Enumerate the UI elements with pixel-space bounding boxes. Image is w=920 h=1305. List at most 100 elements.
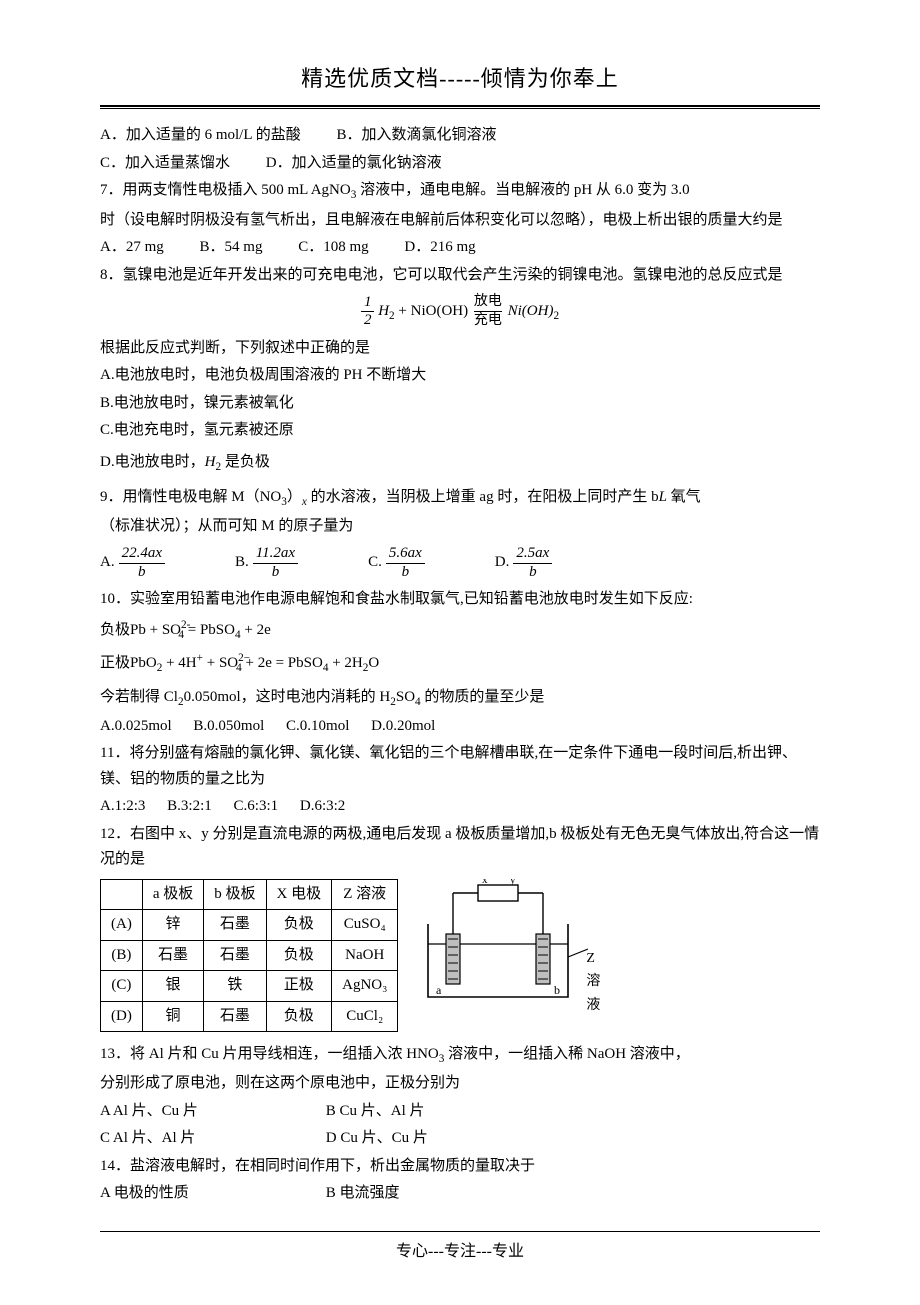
- q12-c: 铜: [142, 1001, 203, 1032]
- q7-opts: A．27 mg B．54 mg C．108 mg D．216 mg: [100, 235, 820, 261]
- q10-optB: B.0.050mol: [193, 714, 264, 740]
- page-footer-text: 专心---专注---专业: [100, 1238, 820, 1265]
- q12-stem: 12．右图中 x、y 分别是直流电源的两极,通电后发现 a 极板质量增加,b 极…: [100, 822, 820, 873]
- q10-pos-f: O: [368, 655, 379, 671]
- q12-h3: X 电极: [266, 879, 332, 910]
- q12-c: 银: [142, 971, 203, 1002]
- q7-stem1: 7．用两支惰性电极插入 500 mL AgNO3 溶液中，通电电解。当电解液的 …: [100, 178, 820, 205]
- q8-eq-num: 1: [361, 294, 375, 312]
- q10-s2b: 0.050mol，这时电池内消耗的 H: [184, 689, 391, 705]
- q12-c: AgNO₃: [332, 971, 398, 1002]
- q12-c: (C): [101, 971, 143, 1002]
- table-row: (B) 石墨 石墨 负极 NaOH: [101, 940, 398, 971]
- q10-s2d: 的物质的量至少是: [421, 689, 545, 705]
- q9-D-ax: ax: [535, 545, 549, 561]
- q10-pos-d: + 2e = PbSO: [242, 655, 323, 671]
- q9-C-lbl: C.: [368, 554, 382, 570]
- q7-stem1b: 溶液中，通电电解。当电解液的 pH 从 6.0 变为 3.0: [356, 182, 689, 198]
- header-rule: [100, 105, 820, 109]
- q11-optA: A.1:2:3: [100, 794, 145, 820]
- q10-optD: D.0.20mol: [371, 714, 435, 740]
- q13-stem2: 分别形成了原电池，则在这两个原电池中，正极分别为: [100, 1071, 820, 1097]
- q12-diagram: x y a b Z溶液: [418, 879, 588, 1019]
- q8-optD-pre: D.电池放电时，: [100, 454, 205, 470]
- q9-s1L: L: [659, 489, 667, 505]
- q10-stem2: 今若制得 Cl20.050mol，这时电池内消耗的 H2SO4 的物质的量至少是: [100, 685, 820, 712]
- q10-opts: A.0.025mol B.0.050mol C.0.10mol D.0.20mo…: [100, 714, 820, 740]
- table-row: (C) 银 铁 正极 AgNO₃: [101, 971, 398, 1002]
- q9-C-ax: ax: [408, 545, 422, 561]
- q10-neg-c: + 2e: [241, 622, 271, 638]
- q9-optA: A.22.4axb: [100, 545, 165, 581]
- footer-rule: [100, 1231, 820, 1232]
- q7-optA: A．27 mg: [100, 235, 164, 261]
- q9-C-b: b: [386, 564, 425, 581]
- q12-diagram-label: Z溶液: [586, 947, 600, 1018]
- q13-r1: A Al 片、Cu 片 B Cu 片、Al 片: [100, 1099, 820, 1125]
- q9-opts: A.22.4axb B.11.2axb C.5.6axb D.2.5axb: [100, 545, 820, 581]
- q8-eq-h: H: [378, 303, 389, 319]
- q12-c: 锌: [142, 910, 203, 941]
- q10-pos-b: + 4H: [162, 655, 196, 671]
- q9-optC: C. 5.6ax b: [368, 545, 425, 581]
- q11-optD: D.6:3:2: [300, 794, 345, 820]
- q9-s1c: 的水溶液，当阴极上增重 ag 时，在阳极上同时产生 b: [307, 489, 659, 505]
- q12-c: NaOH: [332, 940, 398, 971]
- q9-B-ax: ax: [281, 545, 295, 561]
- q8-optD: D.电池放电时，H2 是负极: [100, 450, 820, 477]
- diag-y: y: [510, 879, 516, 886]
- q8-arrow-top: 放电: [474, 295, 502, 309]
- q9-D-b: b: [513, 564, 552, 581]
- q8-eq-h-sub: 2: [389, 310, 395, 322]
- q9-s1d: 氧气: [667, 489, 701, 505]
- q12-c: 石墨: [142, 940, 203, 971]
- q10-pos-a: PbO: [130, 655, 157, 671]
- q9-optB: B.11.2axb: [235, 545, 298, 581]
- q13-optB: B Cu 片、Al 片: [326, 1099, 425, 1125]
- diag-x: x: [482, 879, 488, 886]
- q9-B-lbl: B.: [235, 554, 249, 570]
- q10-optA: A.0.025mol: [100, 714, 172, 740]
- q13-stem1: 13．将 Al 片和 Cu 片用导线相连，一组插入浓 HNO3 溶液中，一组插入…: [100, 1042, 820, 1069]
- q6-optD: D．加入适量的氯化钠溶液: [266, 151, 442, 177]
- q12-c: CuCl₂: [332, 1001, 398, 1032]
- q7-stem2: 时（设电解时阴极没有氢气析出，且电解液在电解前后体积变化可以忽略），电极上析出银…: [100, 208, 820, 234]
- q11-optC: C.6:3:1: [234, 794, 279, 820]
- q11-stem: 11．将分别盛有熔融的氯化钾、氯化镁、氧化铝的三个电解槽串联,在一定条件下通电一…: [100, 741, 820, 792]
- q12-c: (B): [101, 940, 143, 971]
- q10-s2c: SO: [396, 689, 415, 705]
- q7-optC: C．108 mg: [298, 235, 368, 261]
- q9-C-num: 5.6: [389, 545, 408, 561]
- q13-s1a: 13．将 Al 片和 Cu 片用导线相连，一组插入浓 HNO: [100, 1046, 439, 1062]
- electrolysis-diagram-icon: x y a b: [418, 879, 588, 1009]
- q12-h2: b 极板: [204, 879, 266, 910]
- q12-c: (A): [101, 910, 143, 941]
- q12-c: 铁: [204, 971, 266, 1002]
- q9-stem1: 9．用惰性电极电解 M（NO3）x 的水溶液，当阴极上增重 ag 时，在阳极上同…: [100, 485, 820, 512]
- q6-optB: B．加入数滴氯化铜溶液: [336, 123, 496, 149]
- q11-optB: B.3:2:1: [167, 794, 212, 820]
- q10-neg: 负极Pb + SO2-4 = PbSO4 + 2e: [100, 616, 820, 645]
- q9-A-b: b: [119, 564, 165, 581]
- q12-h1: a 极板: [142, 879, 203, 910]
- q8-eq-den: 2: [361, 312, 375, 329]
- q12-c: (D): [101, 1001, 143, 1032]
- q8-optB: B.电池放电时，镍元素被氧化: [100, 391, 820, 417]
- q9-s1a: 9．用惰性电极电解 M（NO: [100, 489, 281, 505]
- q10-optC: C.0.10mol: [286, 714, 349, 740]
- q12-c: 石墨: [204, 1001, 266, 1032]
- q10-pos-c: + SO: [203, 655, 238, 671]
- q8-judge: 根据此反应式判断，下列叙述中正确的是: [100, 336, 820, 362]
- q7-optD: D．216 mg: [404, 235, 475, 261]
- q8-optD-post: 是负极: [221, 454, 270, 470]
- q7-optB: B．54 mg: [200, 235, 263, 261]
- q11-opts: A.1:2:3 B.3:2:1 C.6:3:1 D.6:3:2: [100, 794, 820, 820]
- q9-A-num: 22.4: [122, 545, 148, 561]
- q8-arrow-bot: 充电: [474, 314, 502, 328]
- q12-c: 石墨: [204, 910, 266, 941]
- q12-c: CuSO₄: [332, 910, 398, 941]
- q14-optA: A 电极的性质: [100, 1181, 290, 1207]
- q8-eq-plus: + NiO(OH): [398, 303, 471, 319]
- diag-b: b: [554, 983, 560, 997]
- q9-A-lbl: A.: [100, 554, 115, 570]
